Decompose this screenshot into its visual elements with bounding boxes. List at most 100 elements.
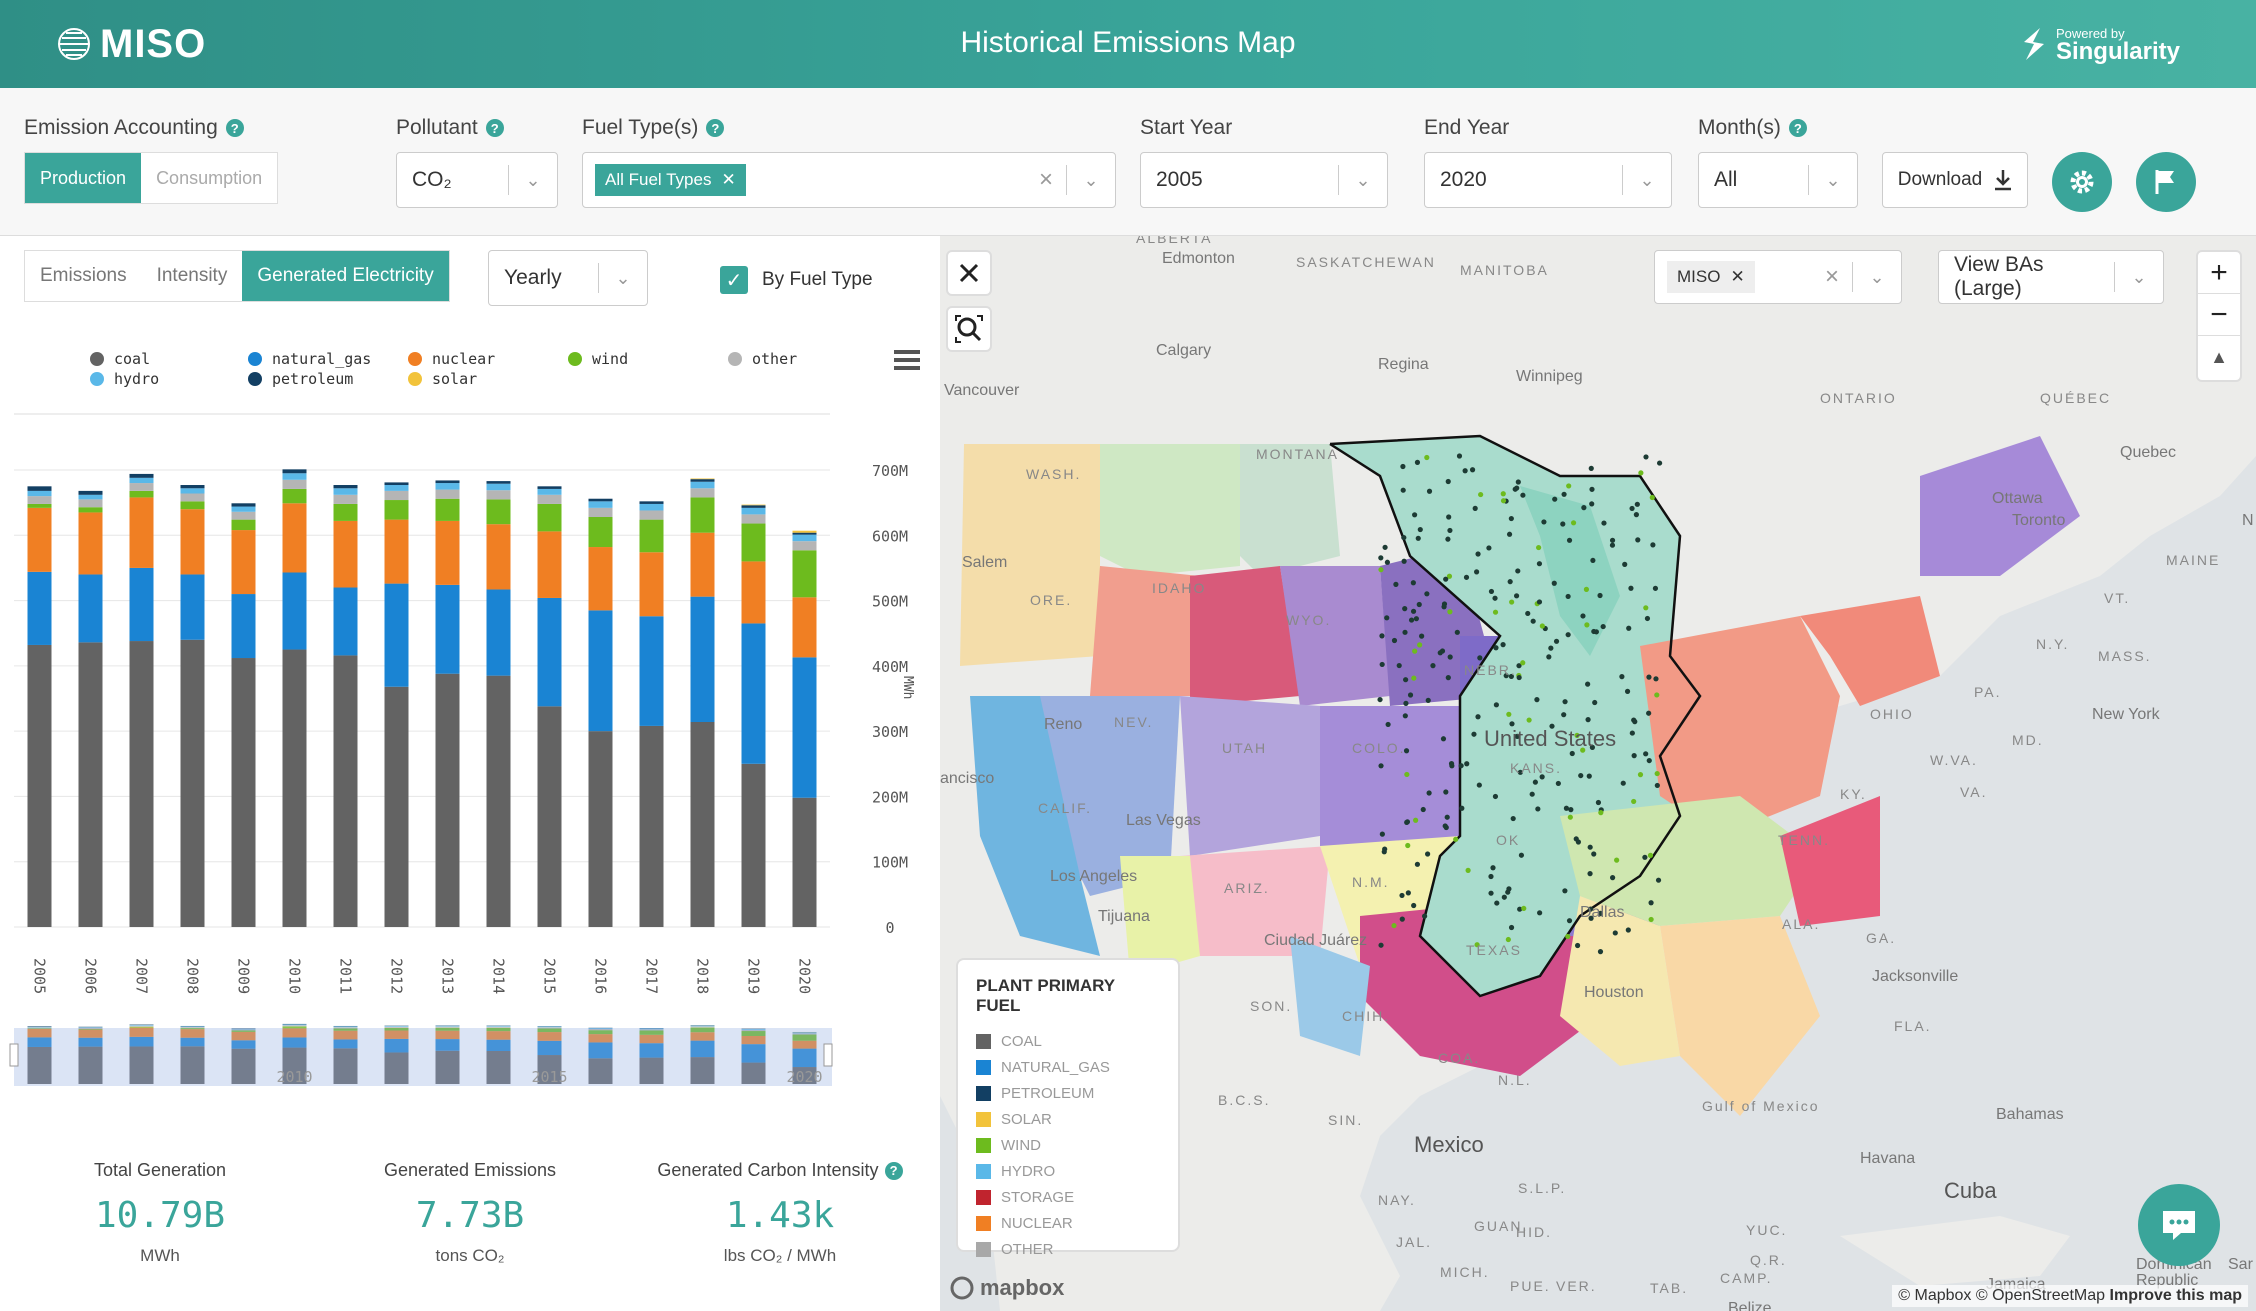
power-plant-marker[interactable] (1629, 730, 1635, 736)
help-icon[interactable]: ? (1788, 119, 1807, 137)
power-plant-marker[interactable] (1601, 520, 1607, 526)
power-plant-marker[interactable] (1653, 676, 1659, 682)
chevron-down-icon[interactable]: ⌄ (2131, 266, 2147, 287)
power-plant-marker[interactable] (1401, 558, 1407, 564)
power-plant-marker[interactable] (1490, 865, 1496, 871)
legend-item-solar[interactable]: solar (408, 370, 477, 388)
power-plant-marker[interactable] (1402, 713, 1408, 719)
power-plant-marker[interactable] (1654, 692, 1660, 698)
power-plant-marker[interactable] (1447, 654, 1453, 660)
power-plant-marker[interactable] (1566, 918, 1573, 924)
power-plant-marker[interactable] (1580, 747, 1586, 753)
power-plant-marker[interactable] (1462, 468, 1468, 474)
zoom-in-icon[interactable]: + (2198, 252, 2240, 294)
power-plant-marker[interactable] (1492, 595, 1498, 601)
power-plant-marker[interactable] (1413, 817, 1419, 823)
power-plant-marker[interactable] (1449, 763, 1455, 769)
power-plant-marker[interactable] (1597, 949, 1604, 955)
power-plant-marker[interactable] (1410, 580, 1416, 586)
power-plant-marker[interactable] (1391, 637, 1398, 644)
power-plant-marker[interactable] (1399, 892, 1405, 899)
power-plant-marker[interactable] (1518, 852, 1525, 858)
power-plant-marker[interactable] (1521, 905, 1527, 912)
power-plant-marker[interactable] (1575, 839, 1582, 845)
power-plant-marker[interactable] (1591, 851, 1597, 857)
power-plant-marker[interactable] (1642, 854, 1648, 860)
report-button[interactable] (2136, 152, 2196, 212)
power-plant-marker[interactable] (1408, 617, 1415, 623)
power-plant-marker[interactable] (1415, 535, 1421, 541)
power-plant-marker[interactable] (1441, 604, 1447, 610)
period-select[interactable]: Yearly ⌄ (488, 250, 648, 306)
power-plant-marker[interactable] (1634, 501, 1640, 507)
power-plant-marker[interactable] (1472, 505, 1478, 511)
power-plant-marker[interactable] (1500, 498, 1507, 504)
power-plant-marker[interactable] (1411, 675, 1417, 681)
power-plant-marker[interactable] (1417, 642, 1423, 648)
power-plant-marker[interactable] (1568, 807, 1574, 813)
powered-by-singularity[interactable]: Powered by Singularity (2018, 24, 2180, 64)
power-plant-marker[interactable] (1379, 633, 1385, 639)
power-plant-marker[interactable] (1546, 654, 1552, 660)
zoom-to-fit-button[interactable] (946, 306, 992, 352)
power-plant-marker[interactable] (1624, 688, 1631, 694)
power-plant-marker[interactable] (1537, 910, 1543, 916)
power-plant-marker[interactable] (1384, 615, 1390, 621)
chevron-down-icon[interactable]: ⌄ (1869, 266, 1885, 287)
power-plant-marker[interactable] (1612, 930, 1618, 936)
power-plant-marker[interactable] (1410, 608, 1417, 614)
power-plant-marker[interactable] (1513, 593, 1520, 599)
power-plant-marker[interactable] (1539, 774, 1545, 780)
tab-generated-electricity[interactable]: Generated Electricity (242, 251, 449, 301)
fuel-types-select[interactable]: All Fuel Types ✕ × ⌄ (582, 152, 1116, 208)
power-plant-marker[interactable] (1417, 526, 1423, 533)
power-plant-marker[interactable] (1474, 569, 1480, 575)
power-plant-marker[interactable] (1620, 780, 1626, 786)
power-plant-marker[interactable] (1637, 772, 1644, 778)
power-plant-marker[interactable] (1396, 662, 1402, 669)
power-plant-marker[interactable] (1566, 537, 1573, 543)
power-plant-marker[interactable] (1539, 623, 1545, 629)
power-plant-marker[interactable] (1384, 559, 1391, 565)
power-plant-marker[interactable] (1548, 645, 1554, 651)
power-plant-marker[interactable] (1506, 886, 1512, 892)
power-plant-marker[interactable] (1587, 844, 1593, 850)
power-plant-marker[interactable] (1643, 605, 1649, 611)
power-plant-marker[interactable] (1420, 806, 1426, 813)
power-plant-marker[interactable] (1425, 851, 1431, 857)
power-plant-marker[interactable] (1477, 655, 1483, 661)
power-plant-marker[interactable] (1515, 568, 1521, 574)
power-plant-marker[interactable] (1561, 712, 1567, 718)
power-plant-marker[interactable] (1583, 586, 1590, 592)
power-plant-marker[interactable] (1422, 913, 1428, 919)
power-plant-marker[interactable] (1517, 769, 1523, 775)
power-plant-marker[interactable] (1562, 699, 1568, 705)
power-plant-marker[interactable] (1382, 544, 1388, 550)
chevron-down-icon[interactable]: ⌄ (525, 169, 541, 190)
ba-filter-select[interactable]: MISO ✕ × ⌄ (1654, 250, 1902, 304)
power-plant-marker[interactable] (1588, 915, 1594, 921)
power-plant-marker[interactable] (1488, 873, 1494, 880)
compass-icon[interactable]: ▲ (2210, 346, 2228, 367)
power-plant-marker[interactable] (1456, 453, 1463, 459)
power-plant-marker[interactable] (1520, 492, 1526, 498)
power-plant-marker[interactable] (1403, 700, 1409, 706)
power-plant-marker[interactable] (1459, 805, 1465, 811)
power-plant-marker[interactable] (1609, 537, 1616, 543)
power-plant-marker[interactable] (1570, 520, 1577, 526)
power-plant-marker[interactable] (1517, 906, 1523, 912)
chevron-down-icon[interactable]: ⌄ (1639, 169, 1655, 190)
power-plant-marker[interactable] (1589, 744, 1595, 750)
power-plant-marker[interactable] (1657, 460, 1663, 466)
power-plant-marker[interactable] (1643, 454, 1649, 460)
power-plant-marker[interactable] (1633, 512, 1639, 518)
chart-menu-icon[interactable] (894, 350, 920, 370)
power-plant-marker[interactable] (1492, 793, 1499, 800)
power-plant-marker[interactable] (1654, 770, 1660, 777)
tab-intensity[interactable]: Intensity (156, 265, 228, 286)
power-plant-marker[interactable] (1411, 902, 1417, 909)
power-plant-marker[interactable] (1407, 692, 1414, 698)
power-plant-marker[interactable] (1650, 542, 1656, 548)
end-year-select[interactable]: 2020 ⌄ (1424, 152, 1672, 208)
power-plant-marker[interactable] (1453, 836, 1459, 842)
